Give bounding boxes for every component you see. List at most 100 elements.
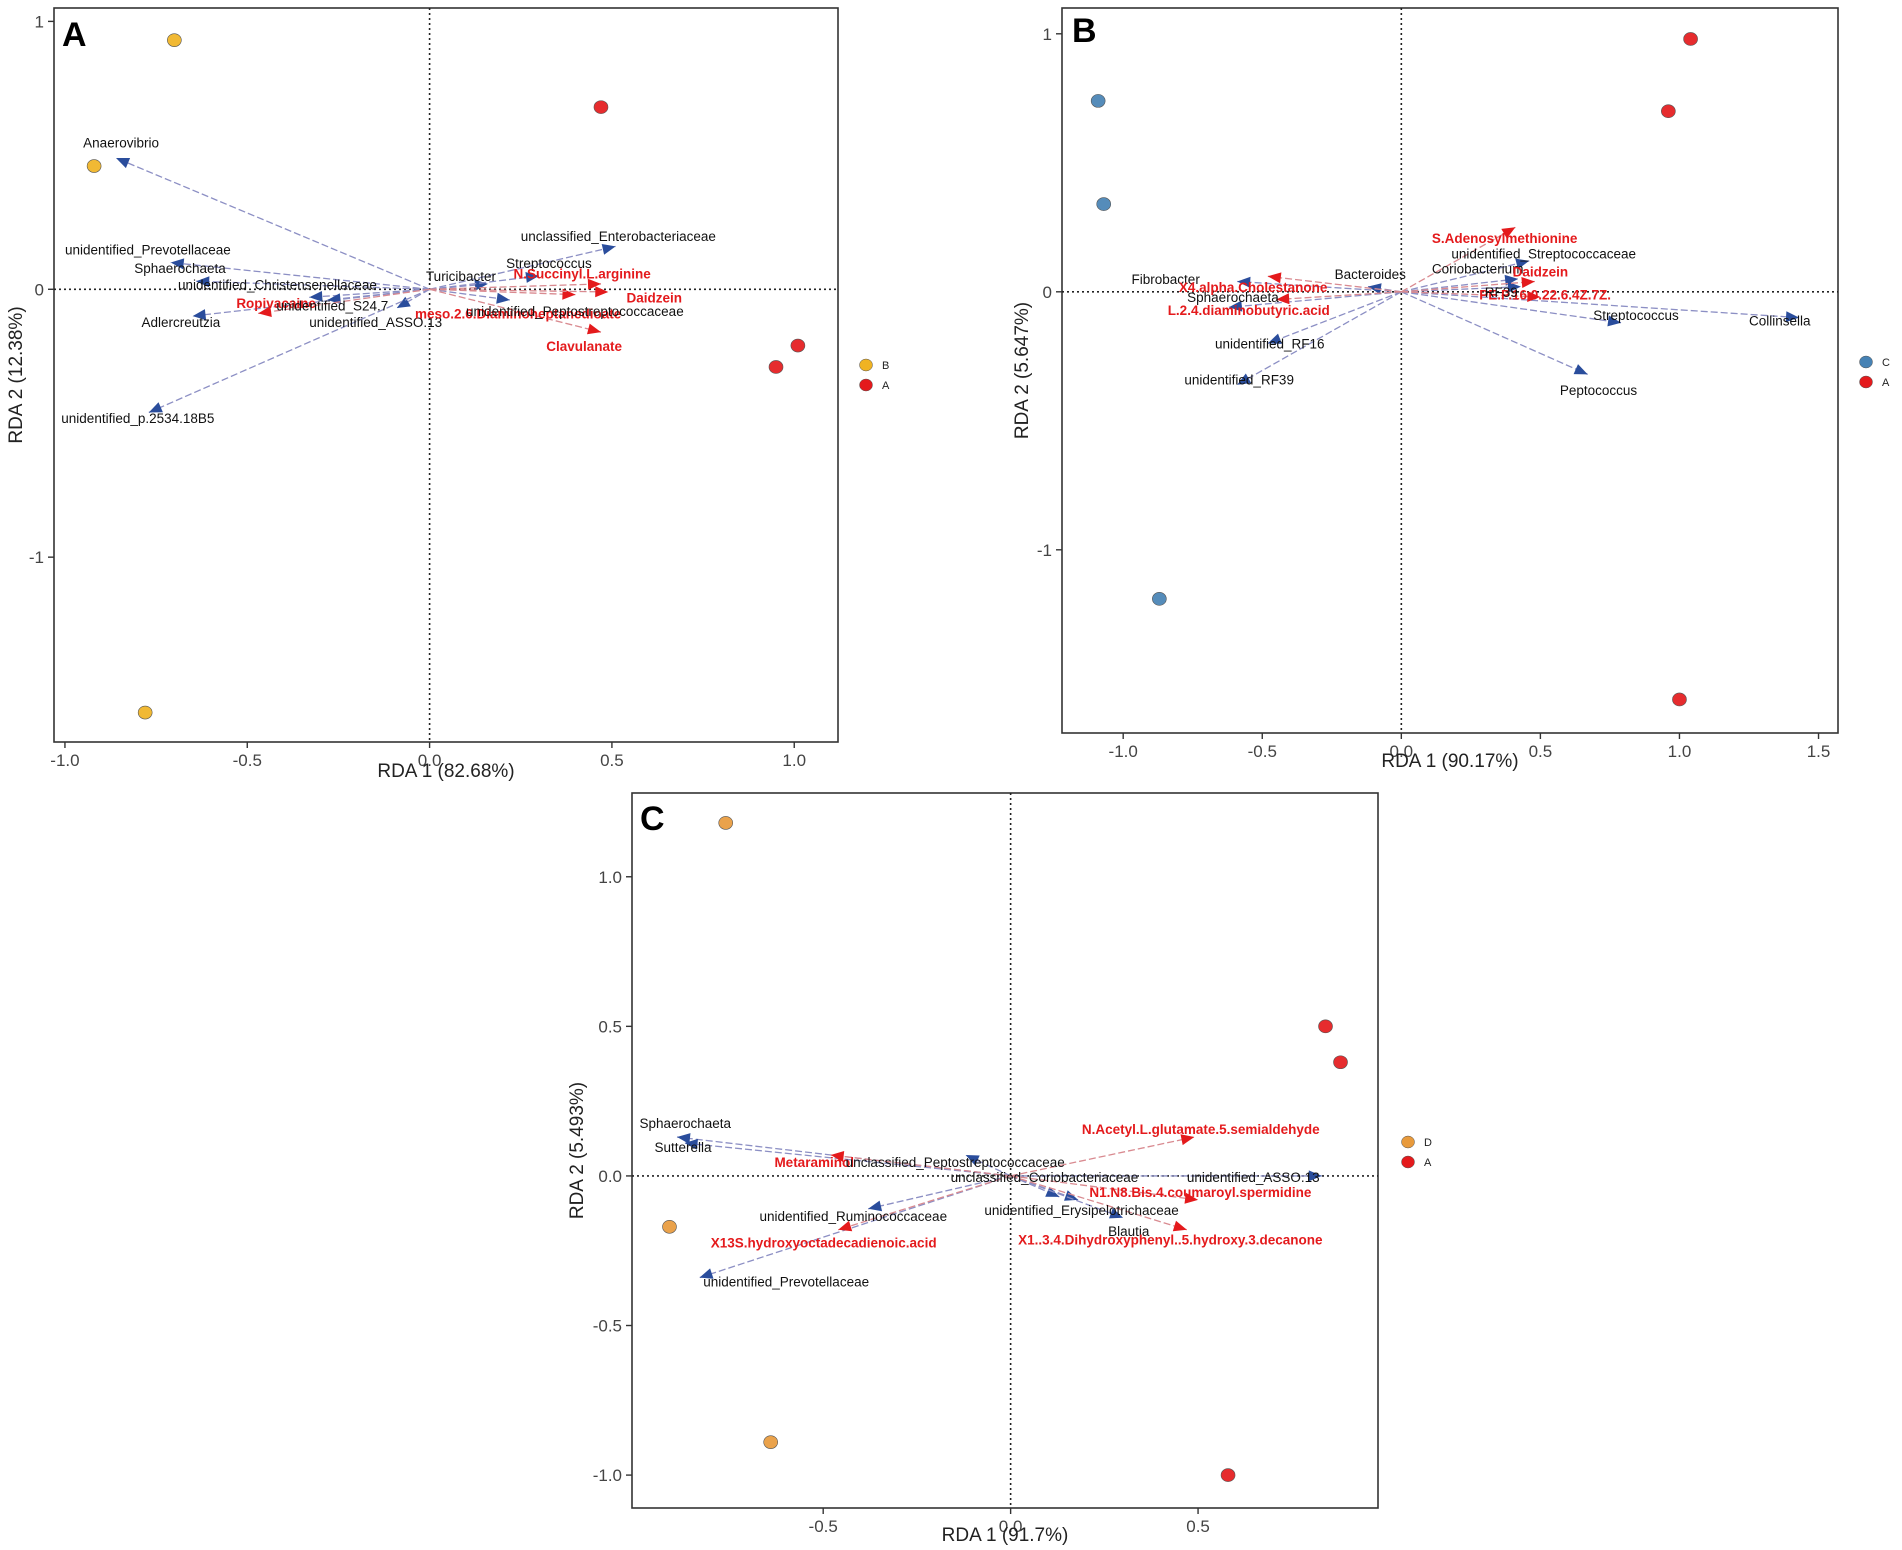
taxon-label: Sphaerochaeta [1187,290,1279,305]
taxon-arrow [429,244,616,290]
taxon-arrow [429,279,488,291]
taxon-arrow-head [1109,1208,1124,1219]
sample-point-b [86,159,102,173]
taxon-arrow [1267,291,1402,345]
sample-point-a [1661,104,1676,119]
taxon-arrow [1401,291,1800,323]
taxon-arrow-shaft [148,288,430,414]
y-tick-label: 1.0 [598,868,622,887]
x-tick-label: -0.5 [233,751,262,770]
taxon-arrow-shaft [1401,291,1800,319]
sample-point-d [662,1219,677,1234]
taxon-arrow [115,157,430,290]
taxon-arrow-head [677,1133,691,1144]
metabolite-arrow-shaft [1267,275,1402,293]
metabolite-arrow-head [830,1151,845,1162]
metabolite-arrow-shaft [1276,291,1402,301]
x-tick-label: 0.0 [1390,742,1414,761]
metabolite-arrow [1401,277,1535,293]
metabolite-arrow-shaft [837,1175,1011,1231]
metabolite-label: L.2.4.diaminobutyric.acid [1168,303,1330,318]
taxon-arrow [1401,291,1588,375]
metabolite-arrow-head [1527,291,1541,302]
legend: DA [1401,1135,1432,1169]
taxon-arrow-head [192,309,207,321]
taxon-label: unidentified_ASSO.13 [309,315,442,330]
y-axis-label: RDA 2 (5.647%) [1012,302,1033,439]
taxon-label: unclassified_Peptostreptococcaceae [846,1155,1065,1170]
sample-point-a [1683,32,1698,46]
metabolite-label: X4.alpha.Cholestanone [1179,280,1328,295]
taxon-label: unidentified_RF16 [1215,337,1325,352]
taxon-arrow-head [1228,300,1243,312]
taxon-label: Bacteroides [1335,267,1407,282]
legend-label: B [882,360,889,372]
metabolite-arrow [1267,272,1402,293]
metabolite-arrow-head [1184,1192,1199,1204]
x-tick-label: 1.5 [1807,742,1831,761]
legend-swatch-a [1401,1155,1415,1169]
metabolite-arrow [258,288,430,317]
taxon-label: Peptococcus [1560,383,1638,398]
legend-label: D [1424,1137,1432,1149]
metabolite-label: Metaraminol [774,1155,854,1170]
metabolite-arrow [1401,226,1516,293]
taxon-label: unclassified_Coriobacteriaceae [951,1170,1139,1185]
taxon-arrow-shaft [1401,291,1588,375]
taxon-arrow [699,1175,1011,1279]
taxon-arrow-head [1308,1170,1322,1182]
taxon-arrow [170,258,430,290]
panel-a: -1.0 -0.5 0.0 0.5 1.0 -1 0 1 RDA 1 (82.68%) RDA 2… [6,7,890,782]
taxon-arrow [1401,291,1622,327]
metabolite-arrow-shaft [1010,1175,1188,1231]
metabolite-arrow-head [595,286,609,298]
taxon-arrow-head [1573,364,1588,375]
x-tick-label: -1.0 [1109,742,1138,761]
taxon-arrow-head [1237,373,1252,385]
taxon-arrow-head [116,158,131,169]
metabolite-label: Clavulanate [546,339,622,354]
metabolite-arrow [1010,1175,1199,1204]
metabolite-label: Daidzein [627,291,683,306]
y-tick-label: 0 [35,280,44,299]
metabolite-arrow-shaft [1401,291,1541,298]
sample-point-d [763,1435,779,1449]
panel-b: -1.0 -0.5 0.0 0.5 1.0 1.5 -1 0 1 RDA 1 (90.17%) RD… [1012,7,1890,772]
taxon-arrow-head [684,1138,698,1150]
metabolite-label: S.Adenosylmethionine [1432,231,1578,246]
plot-frame [53,7,839,743]
taxon-label: unidentified_Peptostreptococcaceae [466,304,684,319]
taxon-label: Streptococcus [1593,308,1679,323]
taxon-arrow [192,288,430,321]
metabolite-arrow-shaft [1010,1136,1195,1177]
y-tick-label: 0.5 [598,1017,622,1036]
y-tick-label: 0 [1043,283,1052,302]
taxon-label: unidentified_Ruminococcaceae [759,1209,947,1224]
taxon-label: unidentified_Prevotellaceae [703,1275,869,1290]
panel-letter: B [1072,12,1097,50]
y-axis-label: RDA 2 (5.493%) [567,1082,588,1219]
x-tick-label: 0.5 [1529,742,1553,761]
taxon-arrow-shaft [1228,291,1402,308]
taxon-label: Anaerovibrio [83,135,159,150]
y-tick-label: -0.5 [593,1317,622,1336]
taxon-arrow-head [1267,333,1282,344]
taxon-arrow [396,288,430,309]
legend-label: A [882,380,890,392]
metabolite-arrow-head [1180,1134,1195,1146]
legend-swatch-d [1401,1135,1415,1149]
taxon-arrow [196,276,430,290]
sample-point-d [718,816,734,830]
y-tick-label: -1 [1037,541,1052,560]
taxon-label: unclassified_Enterobacteriaceae [521,229,716,244]
taxon-arrow [1401,281,1521,293]
sample-point-a [1220,1468,1236,1482]
metabolite-arrow-head [838,1220,853,1232]
metabolite-label: Daidzein [1513,264,1569,279]
metabolite-label: Ropivacaine [236,296,316,311]
taxon-arrow [1237,276,1402,293]
sample-point-a [1672,692,1687,707]
taxon-arrow-head [170,258,185,270]
taxon-arrow [965,1154,1011,1177]
